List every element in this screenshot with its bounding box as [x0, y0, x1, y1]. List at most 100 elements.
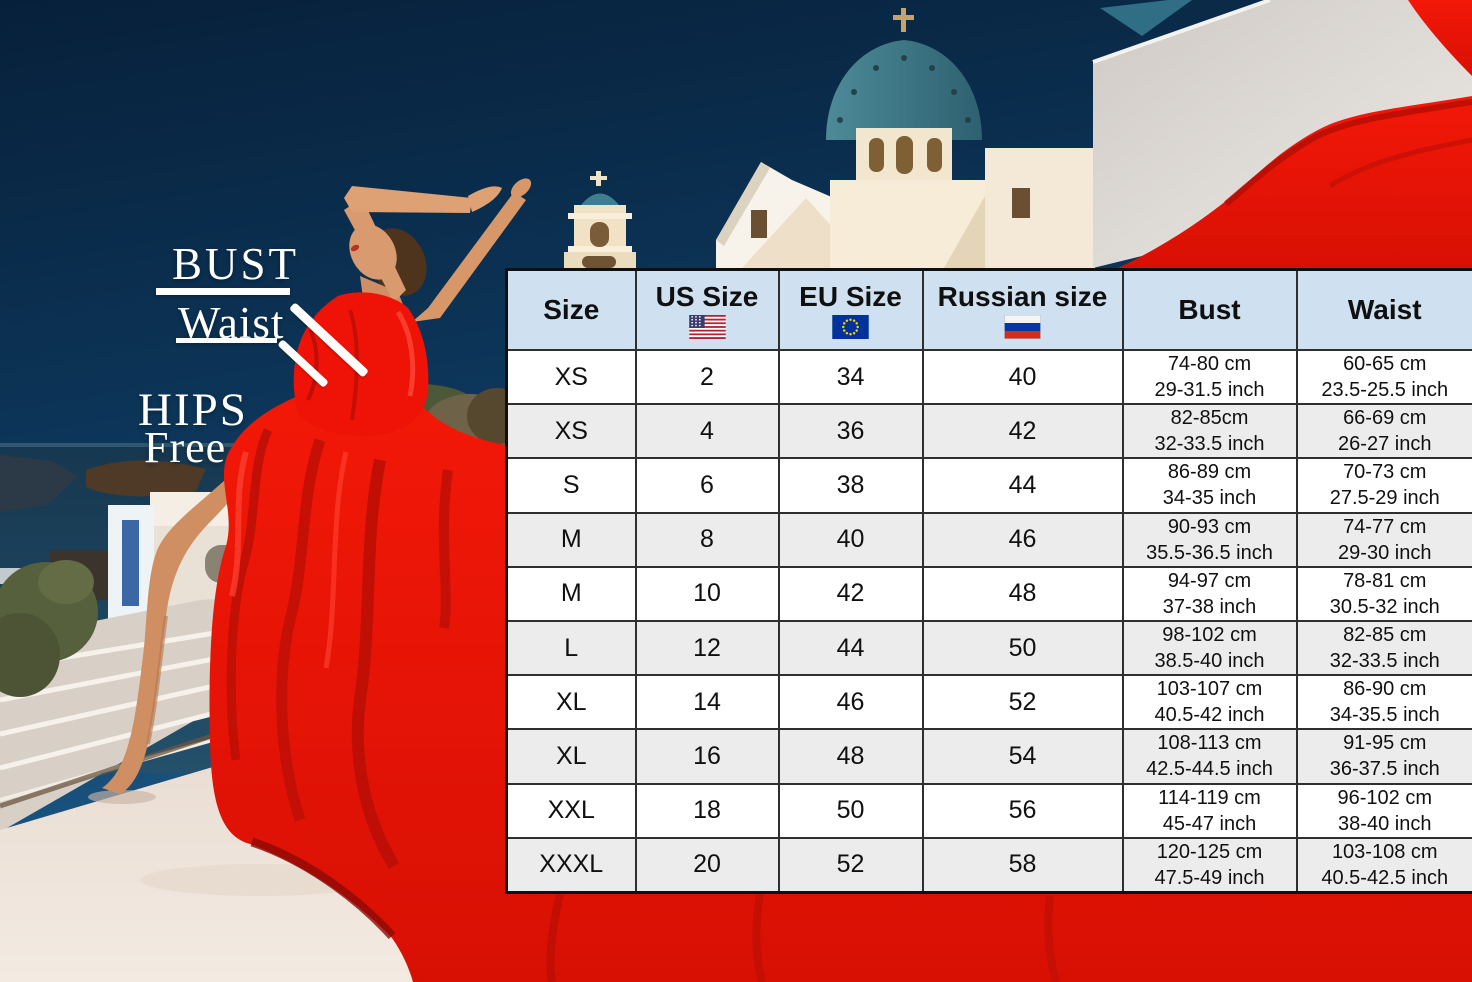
column-header-label: US Size: [655, 281, 759, 312]
cell-waist-line: 70-73 cm: [1343, 461, 1427, 484]
cell-us: 20: [634, 836, 780, 894]
cell-waist-line: 36-37.5 inch: [1329, 758, 1440, 781]
cell-bust-line: 42.5-44.5 inch: [1146, 758, 1273, 781]
cell-ru: 46: [921, 511, 1124, 568]
cell-bust-line: 34-35 inch: [1162, 487, 1257, 510]
cell-waist-line: 27.5-29 inch: [1329, 487, 1440, 510]
cell-waist: 86-90 cm 34-35.5 inch: [1295, 674, 1472, 731]
cell-waist: 74-77 cm 29-30 inch: [1295, 511, 1472, 568]
cell-size: L: [505, 619, 637, 677]
cell-bust-line: 82-85cm: [1170, 407, 1249, 430]
cell-waist-line: 74-77 cm: [1343, 515, 1427, 538]
column-header-label: Waist: [1347, 294, 1422, 325]
table-row: XXXL 20 52 58 120-125 cm 47.5-49 inch 103-108 …: [505, 836, 1472, 894]
cell-eu: 34: [777, 348, 924, 406]
table-row: XS 2 34 40 74-80 cm 29-31.5 inch 60-65 cm 23.5-…: [505, 348, 1472, 406]
cell-waist-line: 103-108 cm: [1331, 840, 1438, 863]
cell-bust: 108-113 cm 42.5-44.5 inch: [1121, 728, 1298, 785]
table-body: XS 2 34 40 74-80 cm 29-31.5 inch 60-65 cm 23.5-…: [505, 348, 1472, 894]
bust-underline: [156, 288, 290, 295]
column-header-label: Size: [543, 294, 600, 325]
cell-us: 2: [634, 348, 780, 406]
table-row: M 10 42 48 94-97 cm 37-38 inch 78-81 cm 30.5-32…: [505, 565, 1472, 622]
cell-bust: 90-93 cm 35.5-36.5 inch: [1121, 511, 1298, 568]
cell-waist-line: 78-81 cm: [1343, 569, 1427, 592]
cell-waist-line: 66-69 cm: [1343, 407, 1427, 430]
table-row: L 12 44 50 98-102 cm 38.5-40 inch 82-85 cm 32-3…: [505, 619, 1472, 677]
cell-eu: 42: [777, 565, 924, 622]
cell-bust-line: 32-33.5 inch: [1154, 433, 1265, 456]
cell-waist: 91-95 cm 36-37.5 inch: [1295, 728, 1472, 785]
cell-ru: 56: [921, 782, 1124, 839]
cell-eu: 50: [777, 782, 924, 839]
cell-us: 10: [634, 565, 780, 622]
church-dome: [826, 40, 982, 140]
cell-size: XXL: [505, 782, 637, 839]
column-header-us-size: US Size: [634, 268, 780, 351]
cell-bust: 74-80 cm 29-31.5 inch: [1121, 348, 1298, 406]
us-flag-icon: [688, 315, 726, 339]
column-header-label: Russian size: [937, 281, 1108, 312]
cell-eu: 44: [777, 619, 924, 677]
cell-waist-line: 23.5-25.5 inch: [1321, 379, 1449, 402]
model-arm-bent: [344, 198, 406, 302]
cell-bust-line: 47.5-49 inch: [1154, 866, 1265, 889]
cell-bust-line: 40.5-42 inch: [1154, 704, 1265, 727]
cell-bust: 103-107 cm 40.5-42 inch: [1121, 674, 1298, 731]
cell-bust-line: 120-125 cm: [1156, 840, 1263, 863]
table-header: Size US Size EU Size Russian size Bust Waist: [505, 268, 1472, 351]
cell-bust-line: 29-31.5 inch: [1154, 379, 1265, 402]
table-row: XS 4 36 42 82-85cm 32-33.5 inch 66-69 cm 26-27 …: [505, 403, 1472, 460]
cell-waist: 103-108 cm 40.5-42.5 inch: [1295, 836, 1472, 894]
cell-bust-line: 45-47 inch: [1162, 812, 1257, 835]
waist-underline: [176, 338, 277, 343]
cell-us: 8: [634, 511, 780, 568]
cell-eu: 36: [777, 403, 924, 460]
cell-waist: 96-102 cm 38-40 inch: [1295, 782, 1472, 839]
cell-bust: 94-97 cm 37-38 inch: [1121, 565, 1298, 622]
cell-us: 18: [634, 782, 780, 839]
cell-waist-line: 91-95 cm: [1343, 732, 1427, 755]
table-header-row: Size US Size EU Size Russian size Bust Waist: [505, 268, 1472, 351]
cell-bust-line: 94-97 cm: [1167, 569, 1252, 592]
cell-ru: 40: [921, 348, 1124, 406]
cell-size: M: [505, 565, 637, 622]
cell-waist-line: 38-40 inch: [1338, 812, 1432, 835]
cell-ru: 42: [921, 403, 1124, 460]
cell-ru: 52: [921, 674, 1124, 731]
cell-waist-line: 26-27 inch: [1338, 433, 1432, 456]
cell-bust-line: 86-89 cm: [1167, 461, 1252, 484]
cell-size: S: [505, 457, 637, 514]
olive-tree: [0, 560, 98, 697]
island-far: [0, 455, 78, 512]
cell-ru: 54: [921, 728, 1124, 785]
cell-size: XL: [505, 728, 637, 785]
cell-waist: 70-73 cm 27.5-29 inch: [1295, 457, 1472, 514]
cell-waist: 60-65 cm 23.5-25.5 inch: [1295, 348, 1472, 406]
cell-eu: 40: [777, 511, 924, 568]
cell-bust-line: 103-107 cm: [1156, 678, 1263, 701]
column-header-label: Bust: [1178, 294, 1241, 325]
cell-ru: 44: [921, 457, 1124, 514]
cell-us: 12: [634, 619, 780, 677]
cell-eu: 52: [777, 836, 924, 894]
cell-bust: 86-89 cm 34-35 inch: [1121, 457, 1298, 514]
table-row: XXL 18 50 56 114-119 cm 45-47 inch 96-102 cm 38…: [505, 782, 1472, 839]
cell-waist: 78-81 cm 30.5-32 inch: [1295, 565, 1472, 622]
white-wall: [1092, 0, 1472, 268]
column-header-label: EU Size: [799, 281, 902, 312]
cell-bust-line: 38.5-40 inch: [1154, 650, 1265, 673]
cell-waist: 82-85 cm 32-33.5 inch: [1295, 619, 1472, 677]
column-header-waist: Waist: [1295, 268, 1472, 351]
cell-ru: 48: [921, 565, 1124, 622]
cell-us: 16: [634, 728, 780, 785]
model-arm-extended: [412, 192, 526, 322]
cell-eu: 38: [777, 457, 924, 514]
cell-bust-line: 98-102 cm: [1162, 624, 1257, 647]
cell-waist-line: 86-90 cm: [1343, 678, 1427, 701]
cell-waist-line: 32-33.5 inch: [1329, 650, 1440, 673]
cell-us: 4: [634, 403, 780, 460]
cell-bust-line: 37-38 inch: [1162, 595, 1257, 618]
column-header-russian-size: Russian size: [921, 268, 1124, 351]
cell-size: M: [505, 511, 637, 568]
